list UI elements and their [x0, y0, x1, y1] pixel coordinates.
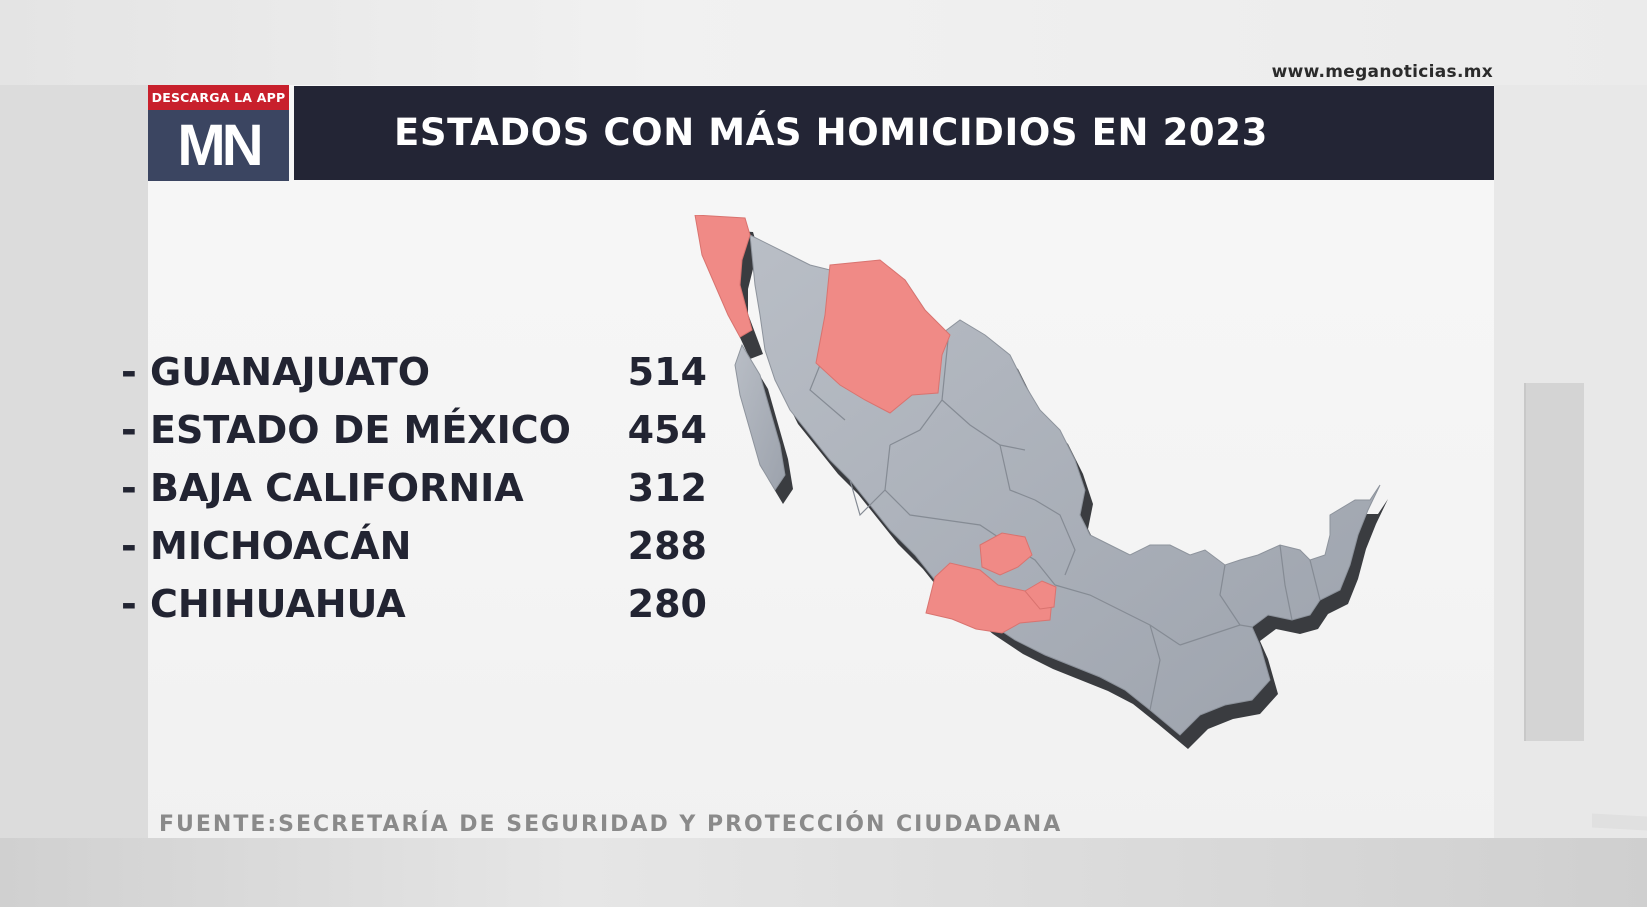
bottom-backdrop — [0, 838, 1647, 907]
state-guanajuato — [979, 532, 1033, 576]
homicide-count: 280 — [627, 582, 707, 626]
map-states — [694, 215, 1381, 736]
list-item: - BAJA CALIFORNIA 312 — [121, 459, 707, 517]
state-chihuahua — [815, 259, 951, 414]
state-estado-de-mexico — [1024, 580, 1057, 610]
mexico-map — [694, 215, 1388, 749]
right-ledge — [1592, 813, 1647, 831]
ranking-list: - GUANAJUATO 514 - ESTADO DE MÉXICO 454 … — [121, 343, 707, 633]
state-name: - MICHOACÁN — [121, 524, 412, 568]
list-item: - GUANAJUATO 514 — [121, 343, 707, 401]
state-michoacan — [925, 562, 1053, 634]
homicide-count: 514 — [627, 350, 707, 394]
mn-logo: DESCARGA LA APP MN — [148, 85, 289, 181]
list-item: - CHIHUAHUA 280 — [121, 575, 707, 633]
homicide-count: 288 — [627, 524, 707, 568]
state-name: - GUANAJUATO — [121, 350, 431, 394]
infographic-card — [148, 85, 1494, 838]
top-backdrop — [0, 0, 1647, 85]
right-panel — [1524, 383, 1584, 741]
source-caption: FUENTE:SECRETARÍA DE SEGURIDAD Y PROTECC… — [159, 812, 1063, 837]
state-name: - ESTADO DE MÉXICO — [121, 408, 571, 452]
website-url: www.meganoticias.mx — [1271, 62, 1493, 82]
state-name: - BAJA CALIFORNIA — [121, 466, 524, 510]
state-baja-california-sur — [734, 343, 786, 491]
logo-wordmark: MN — [148, 110, 289, 181]
state-name: - CHIHUAHUA — [121, 582, 406, 626]
download-app-banner: DESCARGA LA APP — [148, 85, 289, 110]
homicide-count: 312 — [627, 466, 707, 510]
title-bar: ESTADOS CON MÁS HOMICIDIOS EN 2023 — [294, 86, 1494, 180]
homicide-count: 454 — [627, 408, 707, 452]
state-baja-california — [694, 215, 753, 338]
list-item: - MICHOACÁN 288 — [121, 517, 707, 575]
page-title: ESTADOS CON MÁS HOMICIDIOS EN 2023 — [394, 111, 1268, 154]
list-item: - ESTADO DE MÉXICO 454 — [121, 401, 707, 459]
